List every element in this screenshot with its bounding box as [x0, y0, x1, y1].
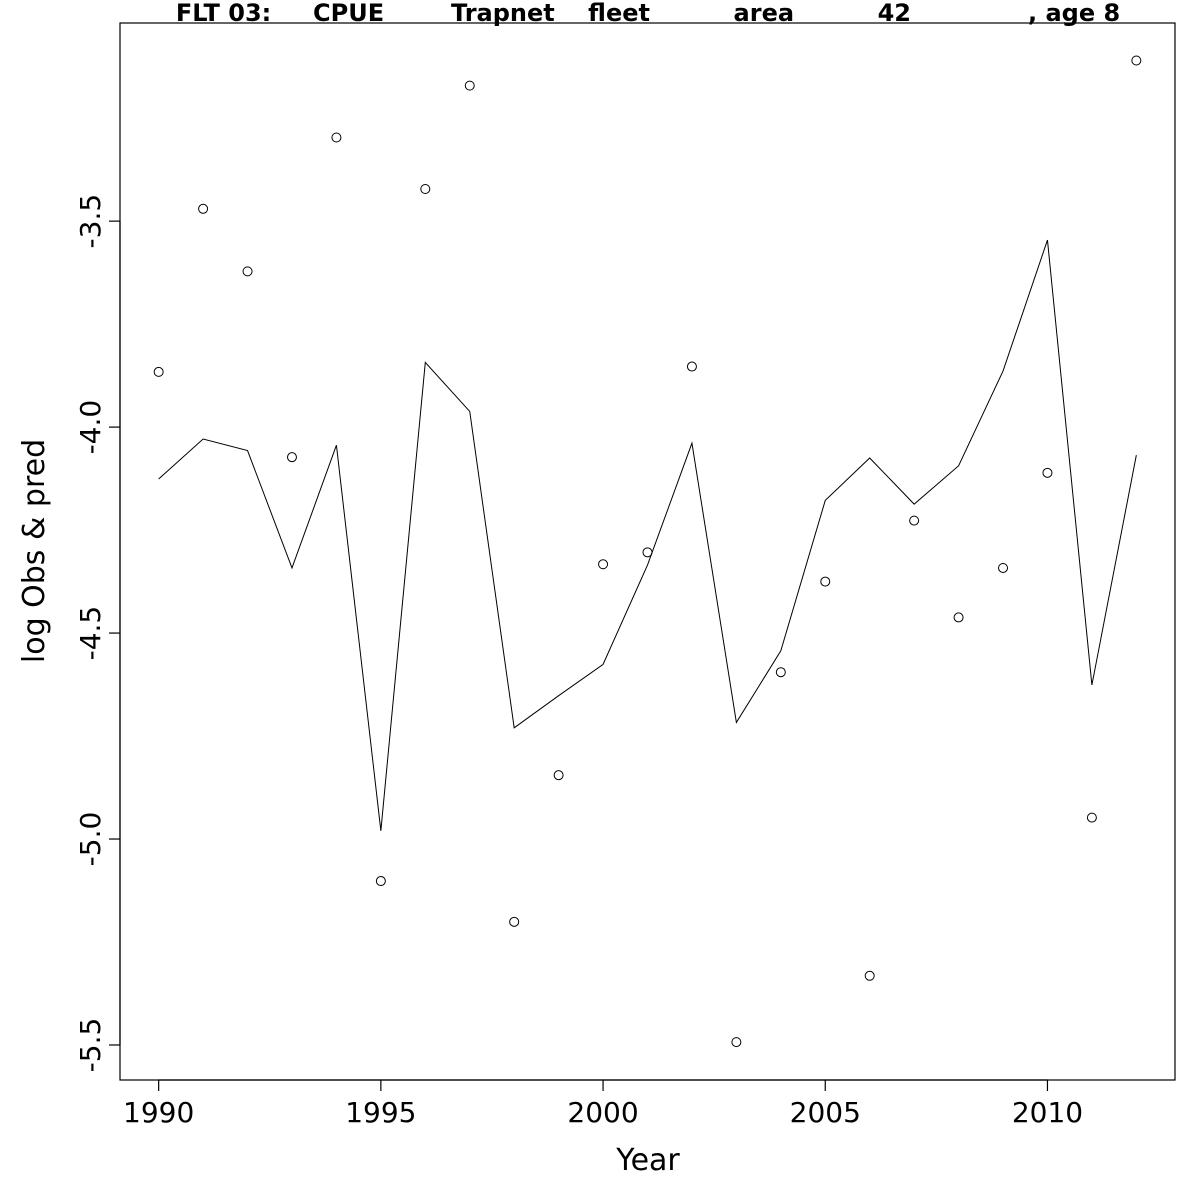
observed-point: [775, 667, 786, 678]
observed-point: [375, 876, 386, 887]
x-tick-label: 2010: [1012, 1096, 1083, 1129]
y-tick-label: -4.0: [74, 400, 107, 455]
observed-point: [1042, 467, 1053, 478]
x-tick-label: 1995: [345, 1096, 416, 1129]
observed-point: [998, 562, 1009, 573]
x-tick-label: 2000: [567, 1096, 638, 1129]
observed-point: [464, 80, 475, 91]
observed-point: [509, 916, 520, 927]
x-axis-label: Year: [615, 1143, 680, 1178]
observed-point: [1131, 55, 1142, 66]
observed-point: [286, 452, 297, 463]
observed-point: [953, 612, 964, 623]
y-tick-label: -5.5: [74, 1018, 107, 1073]
observed-point: [153, 366, 164, 377]
observed-point: [864, 970, 875, 981]
observed-point: [198, 203, 209, 214]
observed-point: [642, 547, 653, 558]
observed-point: [1086, 812, 1097, 823]
observed-point: [553, 770, 564, 781]
plot-frame: [119, 22, 1176, 1081]
x-axis: 1990 1995 2000 2005 2010: [123, 1079, 1083, 1129]
observed-point: [242, 266, 253, 277]
y-axis: -5.5 -5.0 -4.5 -4.0 -3.5: [74, 194, 121, 1073]
y-tick-label: -4.5: [74, 606, 107, 661]
y-tick-label: -3.5: [74, 194, 107, 249]
observed-point: [686, 361, 697, 372]
x-tick-label: 2005: [790, 1096, 861, 1129]
predicted-series: [158, 239, 1137, 831]
observed-point: [731, 1037, 742, 1048]
predicted-line: [158, 239, 1137, 831]
observed-point: [420, 184, 431, 195]
observed-point: [598, 559, 609, 570]
y-axis-label: log Obs & pred: [17, 439, 52, 663]
y-tick-label: -5.0: [74, 812, 107, 867]
observed-point: [909, 515, 920, 526]
observed-series: [153, 55, 1142, 1048]
observed-point: [331, 132, 342, 143]
observed-point: [820, 576, 831, 587]
x-tick-label: 1990: [123, 1096, 194, 1129]
